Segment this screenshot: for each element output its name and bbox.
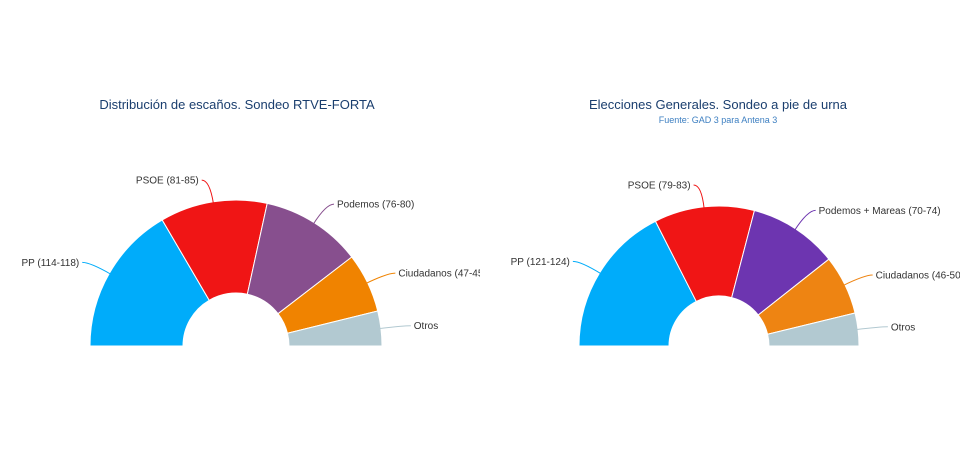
chart-subtitle-2: Fuente: GAD 3 para Antena 3 [658,115,778,125]
data-label-pp: PP (121-124) [511,257,570,268]
slice-otros[interactable] [286,310,383,347]
data-label-psoe: PSOE (79-83) [628,180,691,191]
chart-panel-1: Distribución de escaños. Sondeo RTVE-FOR… [21,97,480,347]
data-label-podemos: Podemos (76-80) [337,200,414,211]
chart-title-1: Distribución de escaños. Sondeo RTVE-FOR… [99,97,375,112]
data-label-otros: Otros [414,321,438,332]
connector-otros [378,325,411,330]
connector-pp [572,260,602,275]
connector-psoe [693,184,705,209]
data-label-ciudadanos: Ciudadanos (47-45) [398,269,480,280]
connector-otros [855,326,888,331]
connector-pp [82,261,112,275]
semicircle-chart-2: PP (121-124) PSOE (79-83) Podemos + Mareas… [511,180,960,347]
data-label-podemos-mareas: Podemos + Mareas (70-74) [819,206,941,217]
connector-podemos-mareas [794,209,816,231]
chart-panel-2: Elecciones Generales. Sondeo a pie de ur… [480,0,960,450]
slice-pp[interactable] [89,219,210,347]
connector-ciudadanos [365,272,396,284]
connector-psoe [201,179,214,204]
semicircle-chart-1: PP (114-118) PSOE (81-85) Podemos (76-80) C… [21,176,480,347]
slice-pp[interactable] [578,220,697,347]
data-label-ciudadanos: Ciudadanos (46-50) [876,271,960,282]
data-label-pp: PP (114-118) [21,258,79,269]
connector-ciudadanos [842,274,873,287]
slice-otros[interactable] [766,312,860,347]
chart-title-2: Elecciones Generales. Sondeo a pie de ur… [588,97,847,112]
data-label-otros: Otros [891,322,915,333]
connector-podemos [312,203,335,225]
data-label-psoe: PSOE (81-85) [136,176,199,187]
